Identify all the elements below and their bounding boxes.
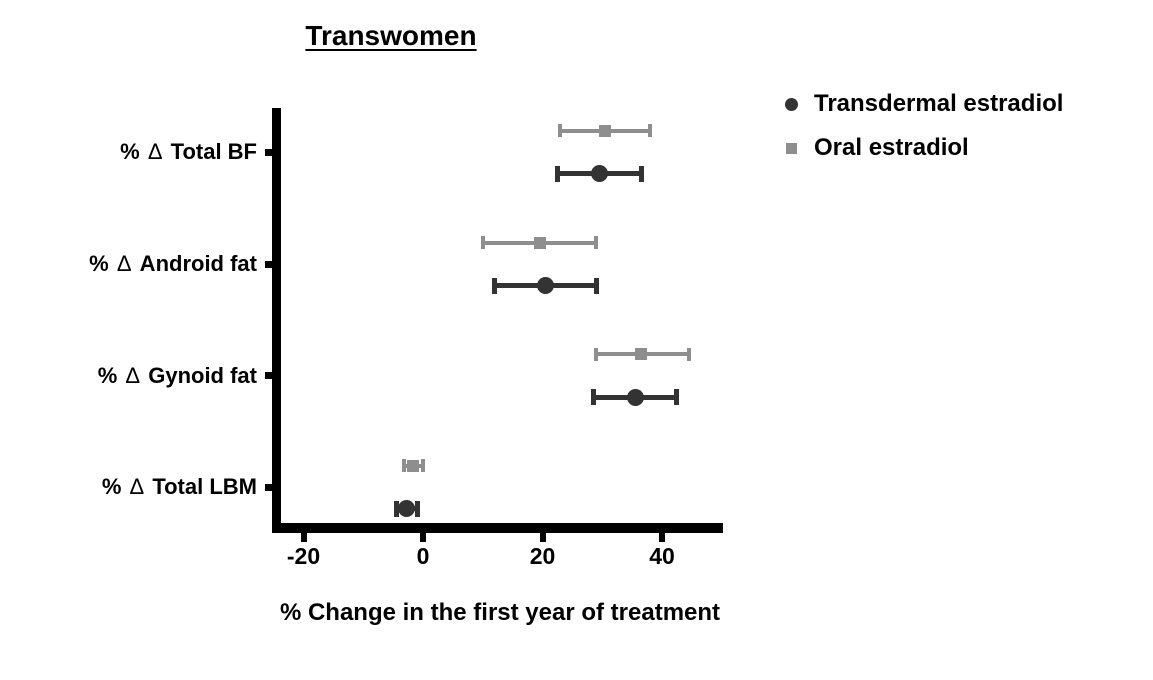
- legend-item-transdermal-estradiol: Transdermal estradiol: [785, 90, 1063, 118]
- category-label: % Δ Gynoid fat: [97, 362, 257, 388]
- x-axis-title: % Change in the first year of treatment: [279, 599, 721, 626]
- delta-symbol: Δ: [147, 139, 163, 164]
- data-marker-square: [533, 236, 546, 249]
- error-bar-cap: [558, 124, 563, 137]
- delta-symbol: Δ: [129, 474, 145, 499]
- x-tick: [539, 533, 546, 542]
- delta-symbol: Δ: [116, 251, 132, 276]
- legend-label: Transdermal estradiol: [814, 90, 1064, 117]
- error-bar-cap: [414, 500, 420, 517]
- data-marker-circle: [590, 165, 608, 182]
- error-bar-cap: [590, 389, 596, 405]
- error-bar-cap: [674, 389, 680, 405]
- y-tick: [265, 372, 272, 379]
- y-axis-line: [272, 108, 281, 533]
- x-tick: [300, 533, 307, 542]
- error-bar-cap: [593, 277, 599, 294]
- y-tick: [265, 260, 272, 268]
- data-marker-circle: [536, 277, 554, 294]
- x-tick: [420, 533, 426, 542]
- error-bar-cap: [594, 347, 599, 361]
- legend-item-oral-estradiol: Oral estradiol: [785, 134, 969, 162]
- error-bar-cap: [648, 124, 653, 137]
- data-marker-square: [599, 124, 612, 137]
- error-bar-cap: [686, 347, 691, 361]
- chart-title: Transwomen: [305, 20, 477, 51]
- x-tick-label: 40: [649, 543, 675, 569]
- data-marker-circle: [397, 500, 415, 517]
- delta-symbol: Δ: [125, 362, 141, 388]
- error-bar-cap: [594, 236, 599, 249]
- data-marker-square: [407, 459, 420, 472]
- y-tick: [265, 148, 272, 156]
- category-label: % Δ Total BF: [120, 139, 257, 164]
- x-tick: [659, 533, 665, 542]
- x-tick-label: -20: [286, 543, 321, 569]
- category-label: % Δ Total LBM: [101, 474, 257, 499]
- x-tick-label: 0: [416, 543, 430, 569]
- error-bar-cap: [492, 277, 498, 294]
- category-label: % Δ Android fat: [89, 251, 257, 276]
- error-bar-cap: [638, 165, 644, 182]
- x-tick-label: 20: [529, 543, 556, 569]
- data-marker-square: [635, 348, 648, 360]
- data-marker-circle: [626, 388, 644, 406]
- x-axis-line: [272, 523, 723, 533]
- error-bar-cap: [554, 165, 560, 182]
- circle-marker-icon: [785, 97, 798, 111]
- legend-label: Oral estradiol: [814, 134, 969, 161]
- error-bar-cap: [393, 500, 399, 517]
- error-bar-cap: [480, 236, 485, 249]
- legend: Transdermal estradiol Oral estradiol: [785, 90, 1145, 180]
- y-tick: [265, 483, 272, 491]
- error-bar-cap: [421, 459, 425, 472]
- error-bar-cap: [401, 459, 406, 472]
- square-marker-icon: [786, 142, 797, 154]
